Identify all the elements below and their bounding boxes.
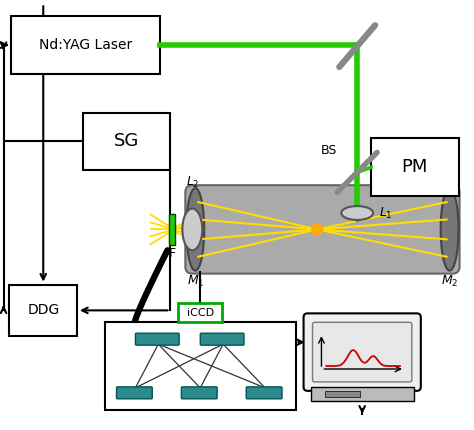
Bar bbox=[326, 391, 360, 397]
FancyBboxPatch shape bbox=[182, 387, 217, 399]
Bar bbox=[169, 214, 175, 245]
FancyBboxPatch shape bbox=[117, 387, 152, 399]
FancyBboxPatch shape bbox=[105, 322, 296, 410]
FancyBboxPatch shape bbox=[178, 304, 222, 322]
FancyBboxPatch shape bbox=[185, 185, 460, 273]
Ellipse shape bbox=[341, 206, 373, 220]
FancyBboxPatch shape bbox=[9, 285, 77, 336]
FancyBboxPatch shape bbox=[312, 322, 412, 382]
Text: iCCD: iCCD bbox=[187, 308, 214, 318]
Text: $M_2$: $M_2$ bbox=[441, 274, 458, 289]
FancyBboxPatch shape bbox=[246, 387, 282, 399]
FancyBboxPatch shape bbox=[303, 313, 421, 391]
FancyBboxPatch shape bbox=[201, 333, 244, 345]
Text: Nd:YAG Laser: Nd:YAG Laser bbox=[39, 38, 133, 52]
FancyBboxPatch shape bbox=[136, 333, 179, 345]
Text: $L_2$: $L_2$ bbox=[185, 175, 199, 190]
Text: $L_1$: $L_1$ bbox=[379, 206, 393, 221]
Text: $M_1$: $M_1$ bbox=[186, 274, 204, 289]
Ellipse shape bbox=[186, 188, 204, 270]
Text: DDG: DDG bbox=[27, 304, 59, 317]
FancyBboxPatch shape bbox=[11, 16, 161, 74]
FancyBboxPatch shape bbox=[371, 138, 458, 196]
Ellipse shape bbox=[441, 188, 458, 270]
Ellipse shape bbox=[182, 209, 202, 250]
FancyBboxPatch shape bbox=[83, 113, 171, 170]
Text: SG: SG bbox=[114, 132, 139, 150]
Bar bbox=[310, 387, 414, 401]
Text: PM: PM bbox=[401, 158, 428, 176]
Text: BS: BS bbox=[321, 144, 337, 157]
Text: F: F bbox=[169, 247, 176, 260]
Circle shape bbox=[312, 224, 323, 235]
